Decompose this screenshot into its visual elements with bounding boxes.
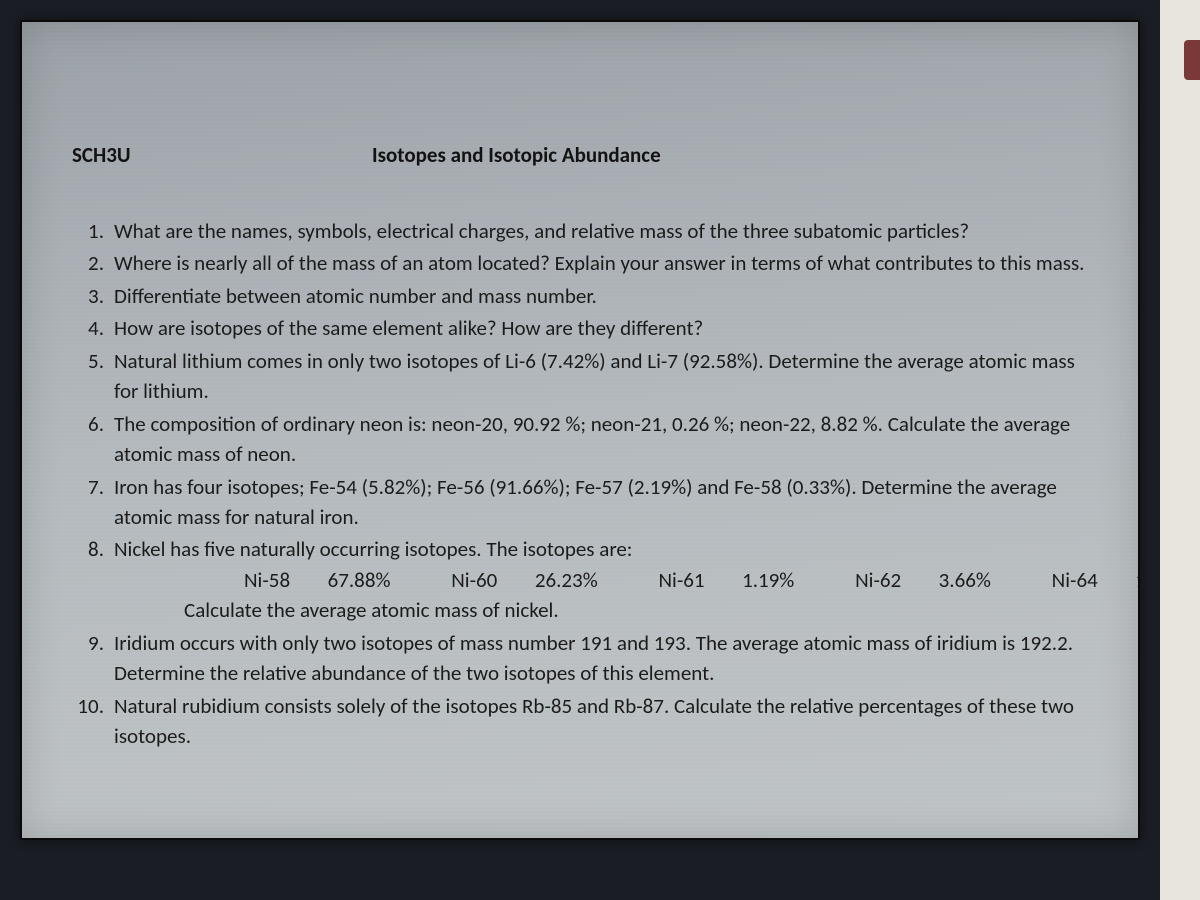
isotope-entry: Ni-61 1.19%: [658, 567, 822, 593]
page-edge-tab: [1184, 40, 1200, 80]
question-text-intro: Nickel has five naturally occurring isot…: [114, 536, 632, 562]
question-item: Where is nearly all of the mass of an at…: [72, 248, 1088, 278]
question-text-outro: Calculate the average atomic mass of nic…: [114, 595, 1088, 625]
question-item: Iron has four isotopes; Fe-54 (5.82%); F…: [72, 472, 1088, 533]
document-header: SCH3U Isotopes and Isotopic Abundance: [72, 142, 1088, 168]
question-text: Natural lithium comes in only two isotop…: [114, 348, 1075, 404]
document-title: Isotopes and Isotopic Abundance: [372, 142, 661, 168]
question-item: What are the names, symbols, electrical …: [72, 216, 1088, 246]
question-item: Nickel has five naturally occurring isot…: [72, 534, 1088, 625]
question-text: How are isotopes of the same element ali…: [114, 315, 703, 341]
question-item: Natural rubidium consists solely of the …: [72, 691, 1088, 752]
page-edge-sliver: [1160, 0, 1200, 900]
question-text: Natural rubidium consists solely of the …: [114, 693, 1074, 749]
question-text: Differentiate between atomic number and …: [114, 283, 597, 309]
question-item: How are isotopes of the same element ali…: [72, 313, 1088, 343]
question-text: Where is nearly all of the mass of an at…: [114, 250, 1084, 276]
isotope-entry: Ni-60 26.23%: [451, 567, 625, 593]
isotope-data-row: Ni-58 67.88% Ni-60 26.23% Ni-61 1.19% Ni…: [114, 565, 1088, 595]
question-text: What are the names, symbols, electrical …: [114, 218, 969, 244]
question-item: Natural lithium comes in only two isotop…: [72, 346, 1088, 407]
isotope-entry: Ni-58 67.88%: [244, 567, 418, 593]
question-text: Iron has four isotopes; Fe-54 (5.82%); F…: [114, 474, 1057, 530]
question-item: The composition of ordinary neon is: neo…: [72, 409, 1088, 470]
isotope-entry: Ni-62 3.66%: [855, 567, 1019, 593]
question-list: What are the names, symbols, electrical …: [72, 216, 1088, 751]
isotope-entry: Ni-64 1.08%: [1052, 567, 1140, 593]
question-item: Differentiate between atomic number and …: [72, 281, 1088, 311]
question-text: Iridium occurs with only two isotopes of…: [114, 630, 1073, 686]
course-code: SCH3U: [72, 142, 372, 168]
document-screen: SCH3U Isotopes and Isotopic Abundance Wh…: [20, 20, 1140, 840]
question-item: Iridium occurs with only two isotopes of…: [72, 628, 1088, 689]
question-text: The composition of ordinary neon is: neo…: [114, 411, 1070, 467]
worksheet-document: SCH3U Isotopes and Isotopic Abundance Wh…: [22, 22, 1138, 813]
